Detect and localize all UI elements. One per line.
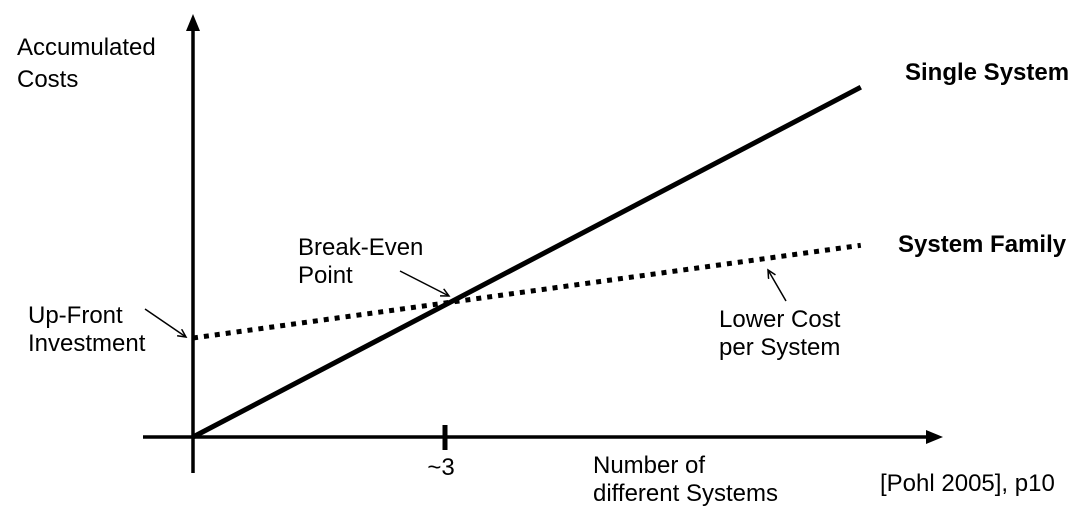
series-label-single-system: Single System	[905, 59, 1070, 86]
series-line-system-family	[192, 242, 862, 341]
break-even-arrow-icon	[399, 270, 449, 296]
lower-cost-arrow-icon	[768, 270, 787, 302]
break-even-label: Break-Even Point	[298, 234, 424, 289]
lower-cost-label: Lower Cost per System	[719, 306, 841, 361]
annotation-arrows	[144, 270, 787, 337]
series-line-single-system	[191, 84, 862, 440]
citation: [Pohl 2005], p10	[880, 470, 1055, 497]
series-label-system-family: System Family	[898, 231, 1067, 258]
up-front-arrow-icon	[144, 308, 186, 337]
x-axis-tick-label: ~3	[427, 454, 455, 481]
y-axis-arrowhead-icon	[186, 14, 200, 31]
x-axis-arrowhead-icon	[926, 430, 943, 444]
axes	[143, 14, 943, 473]
series-layer	[191, 84, 862, 450]
x-axis-label: Number of different Systems	[593, 452, 778, 506]
y-axis-label: Accumulated Costs	[17, 34, 156, 93]
up-front-label: Up-Front Investment	[28, 302, 146, 357]
